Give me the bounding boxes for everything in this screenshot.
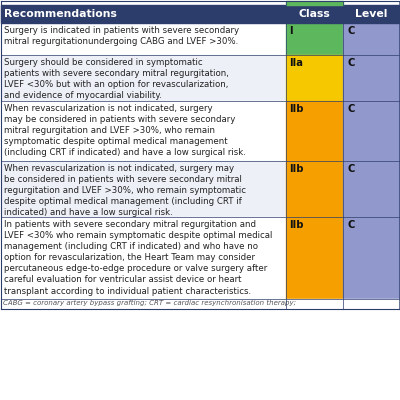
Text: C: C (347, 26, 355, 36)
Text: Surgery should be considered in symptomatic
patients with severe secondary mitra: Surgery should be considered in symptoma… (4, 58, 229, 100)
Bar (286, 217, 343, 299)
Text: IIb: IIb (290, 104, 304, 114)
Bar (286, 1, 343, 5)
Bar (1, 55, 286, 101)
Text: When revascularization is not indicated, surgery may
be considered in patients w: When revascularization is not indicated,… (4, 164, 246, 218)
Text: IIb: IIb (290, 164, 304, 174)
Text: Level: Level (355, 9, 387, 19)
Text: Recommendations: Recommendations (4, 9, 117, 19)
Bar (1, 5, 399, 23)
Bar (286, 101, 343, 161)
Bar (286, 55, 343, 101)
Bar (343, 55, 399, 101)
Text: When revascularization is not indicated, surgery
may be considered in patients w: When revascularization is not indicated,… (4, 104, 246, 157)
Bar (343, 217, 399, 299)
Bar (286, 161, 343, 217)
Bar (286, 23, 343, 55)
Text: Surgery is indicated in patients with severe secondary
mitral regurgitationunder: Surgery is indicated in patients with se… (4, 26, 239, 46)
Text: IIa: IIa (290, 58, 304, 68)
Bar (343, 23, 399, 55)
Text: C: C (347, 220, 355, 230)
Text: I: I (290, 26, 293, 36)
Bar (1, 161, 286, 217)
Text: C: C (347, 104, 355, 114)
Text: C: C (347, 58, 355, 68)
Bar (1, 23, 286, 55)
Bar (343, 101, 399, 161)
Bar (1, 101, 286, 161)
Text: In patients with severe secondary mitral regurgitation and
LVEF <30% who remain : In patients with severe secondary mitral… (4, 220, 272, 296)
Text: Class: Class (298, 9, 330, 19)
Bar (343, 161, 399, 217)
Text: C: C (347, 164, 355, 174)
Bar (1, 217, 286, 299)
Bar (1, 299, 399, 309)
Text: IIb: IIb (290, 220, 304, 230)
Text: CABG = coronary artery bypass grafting; CRT = cardiac resynchronisation therapy;: CABG = coronary artery bypass grafting; … (3, 300, 296, 306)
